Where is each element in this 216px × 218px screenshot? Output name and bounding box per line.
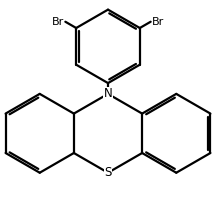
Text: N: N — [104, 87, 112, 100]
Text: Br: Br — [152, 17, 164, 27]
Text: Br: Br — [52, 17, 64, 27]
Text: S: S — [104, 166, 112, 179]
